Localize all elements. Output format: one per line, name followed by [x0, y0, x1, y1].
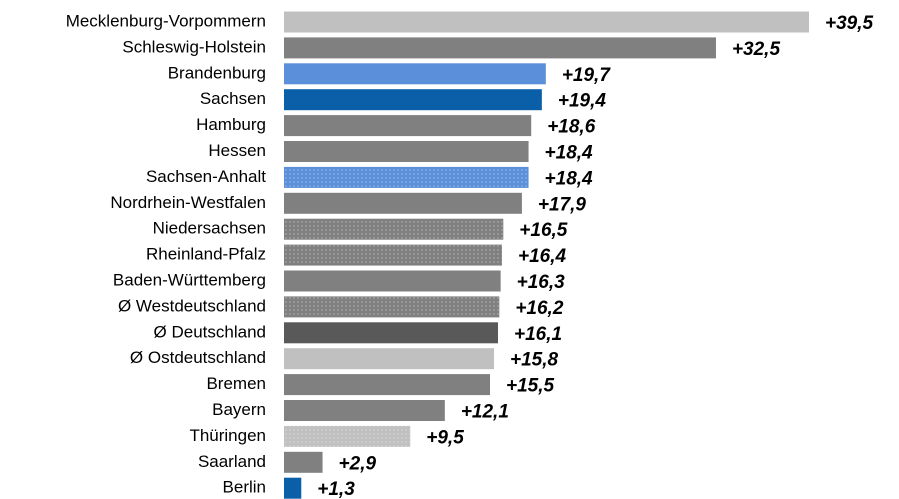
value-label: +32,5	[732, 39, 781, 60]
category-label: Niedersachsen	[153, 219, 266, 238]
category-label: Thüringen	[189, 426, 266, 445]
value-label: +18,4	[545, 143, 594, 164]
category-label: Schleswig-Holstein	[122, 37, 266, 56]
bar	[284, 270, 501, 292]
category-label: Berlin	[223, 478, 266, 497]
bar	[284, 322, 498, 344]
category-label: Ø Westdeutschland	[118, 296, 266, 315]
bar-texture	[284, 425, 411, 447]
value-label: +39,5	[825, 13, 874, 34]
category-label: Sachsen-Anhalt	[146, 167, 266, 186]
value-label: +19,7	[562, 65, 612, 86]
value-label: +16,2	[515, 298, 564, 319]
bar	[284, 11, 809, 33]
value-label: +1,3	[317, 479, 355, 499]
bar	[284, 89, 542, 111]
bar	[284, 374, 491, 396]
bar-texture	[284, 218, 504, 240]
value-label: +17,9	[538, 194, 587, 215]
category-label: Bremen	[206, 374, 266, 393]
value-label: +9,5	[426, 427, 464, 448]
bar	[284, 115, 532, 137]
bar	[284, 477, 302, 499]
category-label: Nordrhein-Westfalen	[110, 193, 266, 212]
bar-texture	[284, 244, 502, 266]
category-label: Rheinland-Pfalz	[146, 245, 266, 264]
category-label: Brandenburg	[168, 63, 266, 82]
value-label: +16,5	[519, 220, 568, 241]
value-label: +16,4	[518, 246, 567, 267]
value-label: +15,8	[510, 350, 559, 371]
value-label: +16,1	[514, 324, 562, 345]
category-label: Ø Ostdeutschland	[130, 348, 266, 367]
category-label: Saarland	[198, 452, 266, 471]
value-label: +12,1	[461, 402, 509, 423]
value-label: +18,6	[547, 117, 596, 138]
category-label: Sachsen	[200, 89, 266, 108]
bar	[284, 37, 716, 59]
value-label: +15,5	[506, 376, 555, 397]
value-label: +18,4	[545, 168, 594, 189]
category-label: Hamburg	[196, 115, 266, 134]
bar	[284, 400, 445, 421]
category-label: Mecklenburg-Vorpommern	[66, 11, 266, 30]
category-label: Hessen	[208, 141, 266, 160]
value-label: +16,3	[517, 272, 566, 293]
value-label: +19,4	[558, 91, 607, 112]
bar	[284, 141, 529, 162]
bar	[284, 192, 522, 214]
bar-texture	[284, 166, 529, 188]
bar	[284, 348, 494, 370]
category-label: Bayern	[212, 400, 266, 419]
bar-texture	[284, 296, 500, 318]
category-label: Baden-Württemberg	[113, 270, 266, 289]
category-label: Ø Deutschland	[154, 322, 266, 341]
value-label: +2,9	[339, 453, 377, 474]
bar	[284, 451, 323, 473]
bar	[284, 63, 546, 85]
